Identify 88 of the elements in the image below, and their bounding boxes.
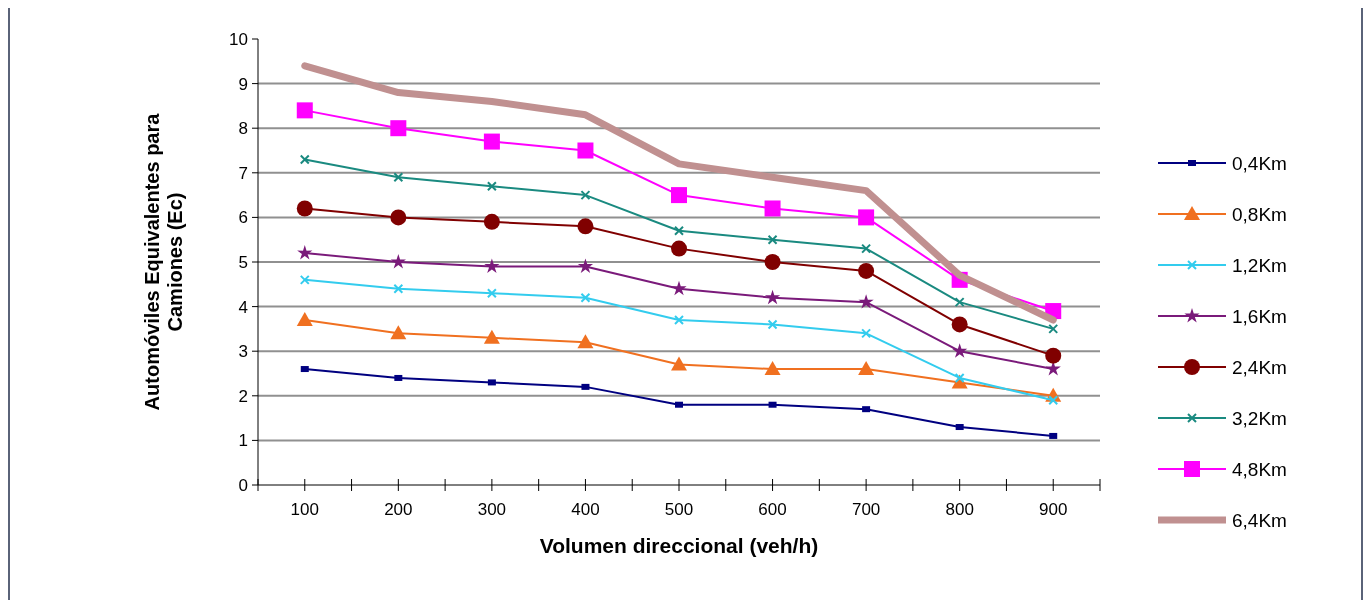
point — [671, 240, 687, 257]
point — [581, 383, 590, 390]
point — [580, 190, 591, 201]
point — [580, 292, 591, 303]
point — [952, 343, 968, 358]
y-tick-label: 1 — [238, 431, 248, 451]
legend-label: 2,4Km — [1232, 356, 1287, 378]
y-tick-label: 10 — [229, 29, 248, 49]
point — [767, 234, 778, 245]
y-tick-label: 3 — [238, 342, 248, 362]
point — [764, 254, 781, 270]
x-tick-label: 500 — [664, 500, 694, 519]
legend-label: 0,8Km — [1232, 203, 1287, 225]
point — [296, 200, 313, 217]
x-tick-label: 200 — [384, 500, 413, 519]
point — [674, 314, 684, 325]
y-tick-label: 7 — [238, 163, 248, 183]
point — [577, 258, 594, 273]
point — [1048, 323, 1059, 334]
point — [577, 142, 594, 159]
point — [390, 209, 407, 226]
point — [1048, 395, 1059, 406]
point — [858, 361, 875, 376]
point — [296, 102, 313, 119]
legend-label: 1,6Km — [1232, 305, 1287, 327]
point — [674, 225, 684, 236]
point — [577, 334, 594, 349]
point — [671, 280, 687, 296]
y-tick-label: 6 — [238, 208, 248, 228]
x-axis-title: Volumen direccional (veh/h) — [539, 534, 819, 557]
point — [955, 424, 964, 431]
point — [393, 172, 404, 183]
point — [394, 374, 403, 381]
point — [675, 401, 683, 408]
x-tick-label: 400 — [571, 500, 600, 519]
point — [486, 288, 497, 299]
legend-label: 4,8Km — [1232, 458, 1287, 480]
point — [764, 289, 781, 305]
x-tick-label: 600 — [758, 500, 787, 519]
point — [483, 133, 500, 150]
legend-label: 6,4Km — [1232, 509, 1287, 531]
point — [486, 181, 497, 192]
point — [671, 356, 687, 371]
point — [296, 311, 313, 326]
y-tick-label: 8 — [238, 119, 248, 139]
point — [1045, 347, 1062, 364]
point — [951, 316, 968, 333]
legend-label: 0,4Km — [1232, 152, 1287, 174]
legend-label: 1,2Km — [1232, 254, 1287, 276]
point — [861, 243, 872, 254]
point — [767, 319, 778, 330]
y-tick-label: 0 — [238, 475, 248, 495]
point — [861, 328, 872, 339]
point — [390, 120, 407, 137]
point — [764, 200, 781, 217]
point — [483, 213, 500, 230]
point — [299, 274, 310, 285]
point — [297, 245, 313, 260]
point — [1045, 361, 1061, 376]
x-tick-label: 700 — [851, 500, 881, 519]
legend-label: 3,2Km — [1232, 407, 1287, 429]
point — [764, 361, 781, 376]
x-tick-label: 100 — [290, 500, 319, 519]
y-tick-label: 2 — [238, 386, 248, 406]
point — [577, 218, 594, 235]
x-tick-label: 900 — [1039, 500, 1068, 519]
point — [858, 262, 875, 279]
point — [393, 283, 404, 294]
point — [768, 401, 777, 408]
point — [299, 154, 310, 165]
y-axis-title: Automóviles Equivalentes para Camiones (Ec) — [141, 112, 186, 411]
point — [954, 297, 965, 308]
point — [300, 366, 309, 373]
point — [484, 258, 500, 273]
x-tick-label: 300 — [477, 500, 507, 519]
point — [390, 254, 406, 269]
y-tick-label: 9 — [238, 74, 248, 94]
point — [1049, 432, 1058, 439]
point — [487, 379, 496, 386]
point — [671, 187, 687, 204]
point — [858, 294, 874, 309]
point — [862, 406, 871, 413]
point — [858, 209, 875, 226]
point — [483, 329, 500, 344]
point — [390, 325, 407, 340]
y-tick-label: 5 — [238, 252, 248, 272]
y-tick-label: 4 — [238, 297, 248, 317]
x-tick-label: 800 — [945, 500, 974, 519]
